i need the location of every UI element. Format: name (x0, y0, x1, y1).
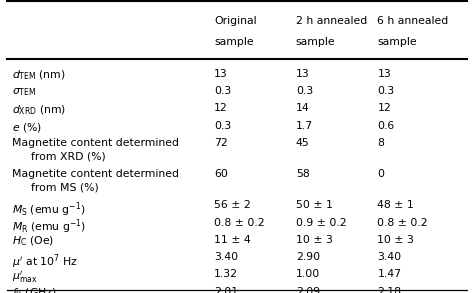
Text: sample: sample (377, 37, 417, 47)
Text: sample: sample (214, 37, 254, 47)
Text: 2 h annealed: 2 h annealed (296, 16, 367, 26)
Text: 0.3: 0.3 (214, 86, 231, 96)
Text: 0.9 ± 0.2: 0.9 ± 0.2 (296, 217, 346, 228)
Text: 0.3: 0.3 (296, 86, 313, 96)
Text: 3.40: 3.40 (214, 252, 238, 262)
Text: 13: 13 (214, 69, 228, 79)
Text: $\sigma_{\mathrm{TEM}}$: $\sigma_{\mathrm{TEM}}$ (12, 86, 36, 98)
Text: 72: 72 (214, 138, 228, 148)
Text: 2.01: 2.01 (214, 287, 238, 293)
Text: 10 ± 3: 10 ± 3 (296, 235, 333, 245)
Text: 14: 14 (296, 103, 310, 113)
Text: 13: 13 (377, 69, 391, 79)
Text: 0.6: 0.6 (377, 121, 394, 131)
Text: 0.3: 0.3 (377, 86, 394, 96)
Text: 0.8 ± 0.2: 0.8 ± 0.2 (214, 217, 265, 228)
Text: $\mu^{\prime}$ at 10$^{7}$ Hz: $\mu^{\prime}$ at 10$^{7}$ Hz (12, 252, 78, 271)
Text: 12: 12 (214, 103, 228, 113)
Text: 0.8 ± 0.2: 0.8 ± 0.2 (377, 217, 428, 228)
Text: 1.32: 1.32 (214, 269, 238, 280)
Text: 56 ± 2: 56 ± 2 (214, 200, 251, 210)
Text: 2.09: 2.09 (296, 287, 320, 293)
Text: $e$ (%): $e$ (%) (12, 121, 42, 134)
Text: $M_{\mathrm{S}}$ (emu g$^{-1}$): $M_{\mathrm{S}}$ (emu g$^{-1}$) (12, 200, 85, 219)
Text: 13: 13 (296, 69, 310, 79)
Text: 12: 12 (377, 103, 391, 113)
Text: 1.47: 1.47 (377, 269, 401, 280)
Text: 2.90: 2.90 (296, 252, 320, 262)
Text: 48 ± 1: 48 ± 1 (377, 200, 414, 210)
Text: Original: Original (214, 16, 257, 26)
Text: $\mu^{\prime}_{\mathrm{max}}$: $\mu^{\prime}_{\mathrm{max}}$ (12, 269, 37, 285)
Text: $f_{\mathrm{R}}$ (GHz): $f_{\mathrm{R}}$ (GHz) (12, 287, 56, 293)
Text: 11 ± 4: 11 ± 4 (214, 235, 251, 245)
Text: $d_{\mathrm{TEM}}$ (nm): $d_{\mathrm{TEM}}$ (nm) (12, 69, 65, 82)
Text: 3.40: 3.40 (377, 252, 401, 262)
Text: $d_{\mathrm{XRD}}$ (nm): $d_{\mathrm{XRD}}$ (nm) (12, 103, 66, 117)
Text: 1.00: 1.00 (296, 269, 320, 280)
Text: 60: 60 (214, 169, 228, 179)
Text: $M_{\mathrm{R}}$ (emu g$^{-1}$): $M_{\mathrm{R}}$ (emu g$^{-1}$) (12, 217, 86, 236)
Text: from XRD (%): from XRD (%) (31, 151, 106, 161)
Text: 45: 45 (296, 138, 310, 148)
Text: 50 ± 1: 50 ± 1 (296, 200, 333, 210)
Text: from MS (%): from MS (%) (31, 183, 99, 193)
Text: sample: sample (296, 37, 336, 47)
Text: 0: 0 (377, 169, 384, 179)
Text: 8: 8 (377, 138, 384, 148)
Text: $H_{\mathrm{C}}$ (Oe): $H_{\mathrm{C}}$ (Oe) (12, 235, 54, 248)
Text: 10 ± 3: 10 ± 3 (377, 235, 414, 245)
Text: 0.3: 0.3 (214, 121, 231, 131)
Text: Magnetite content determined: Magnetite content determined (12, 169, 179, 179)
Text: 2.18: 2.18 (377, 287, 401, 293)
Text: Magnetite content determined: Magnetite content determined (12, 138, 179, 148)
Text: 58: 58 (296, 169, 310, 179)
Text: 6 h annealed: 6 h annealed (377, 16, 448, 26)
Text: 1.7: 1.7 (296, 121, 313, 131)
